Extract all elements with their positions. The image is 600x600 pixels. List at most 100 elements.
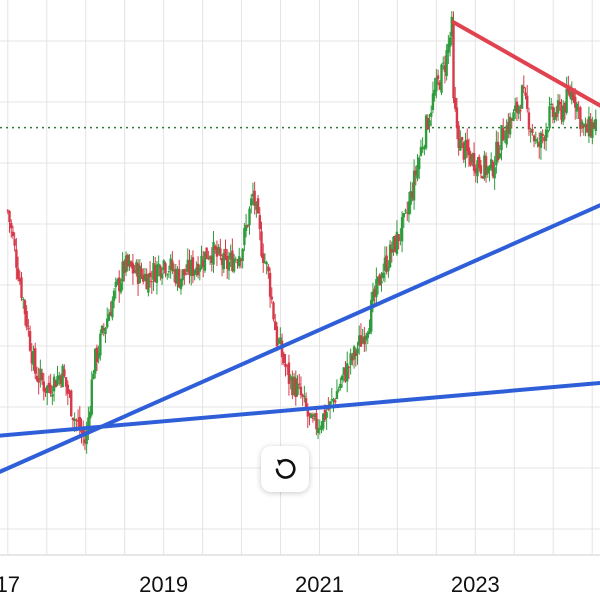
candle-body <box>351 355 354 361</box>
candle-body <box>337 389 340 391</box>
candle-body <box>481 176 484 179</box>
candle-body <box>47 382 51 388</box>
candle-body <box>466 139 469 152</box>
candle-body <box>224 248 227 258</box>
candle-body <box>589 118 592 137</box>
candle-body <box>298 383 301 385</box>
candle-body <box>135 262 138 274</box>
candle-body <box>121 261 124 282</box>
candle-body <box>196 263 200 276</box>
candle-body <box>130 261 133 267</box>
candle-body <box>484 156 488 175</box>
candle-body <box>383 257 387 271</box>
candle-body <box>582 124 585 128</box>
candle-body <box>244 224 248 231</box>
candle-body <box>157 263 160 268</box>
candle-body <box>188 260 191 276</box>
candle-body <box>387 266 390 272</box>
candle-body <box>289 376 292 381</box>
reset-chart-button[interactable] <box>261 446 309 492</box>
candle-body <box>256 198 260 214</box>
candle-body <box>349 353 352 365</box>
candle-body <box>541 133 544 136</box>
candle-body <box>347 366 351 368</box>
candle-body <box>570 89 573 101</box>
candle-body <box>568 91 572 97</box>
candle-body <box>246 225 249 227</box>
candle-body <box>8 211 11 223</box>
candle-body <box>577 107 580 110</box>
candle-body <box>39 368 42 380</box>
candle-body <box>169 258 172 270</box>
candle-body <box>88 411 92 419</box>
candle-body <box>126 254 129 267</box>
candle-body <box>510 118 513 121</box>
candle-body <box>320 425 323 430</box>
candle-body <box>469 153 472 166</box>
candle-body <box>13 239 16 246</box>
candle-body <box>311 418 315 420</box>
candle-body <box>279 337 282 344</box>
candle-body <box>359 335 363 347</box>
candle-body <box>562 106 565 122</box>
candle-body <box>207 258 210 260</box>
candle-body <box>83 439 87 444</box>
candle-body <box>231 250 234 271</box>
candle-body <box>195 267 198 274</box>
candle-body <box>524 92 527 96</box>
candle-body <box>502 127 505 141</box>
candle-body <box>364 335 368 341</box>
candle-body <box>352 346 356 360</box>
candle-body <box>409 190 412 205</box>
candle-body <box>503 141 507 143</box>
candle-body <box>114 282 117 288</box>
candle-body <box>327 408 330 410</box>
candle-body <box>205 247 208 259</box>
candle-body <box>594 119 597 132</box>
candle-body <box>315 413 318 430</box>
candle-body <box>385 255 388 272</box>
candle-body <box>131 263 135 274</box>
candle-body <box>85 430 88 445</box>
candle-body <box>318 427 321 429</box>
candle-body <box>412 170 416 201</box>
candle-body <box>75 419 78 421</box>
candle-body <box>243 227 246 246</box>
candle-body <box>323 409 327 420</box>
x-tick-label: 2019 <box>139 572 188 597</box>
candle-body <box>527 112 531 130</box>
candle-body <box>220 258 224 266</box>
candle-body <box>392 236 395 251</box>
candle-body <box>388 244 392 268</box>
candle-body <box>107 313 111 321</box>
candle-body <box>143 273 147 281</box>
candle-body <box>140 268 143 276</box>
candle-body <box>28 331 32 351</box>
candle-body <box>457 125 460 148</box>
candle-body <box>241 248 244 262</box>
candle-body <box>35 375 39 381</box>
candle-body <box>54 380 57 388</box>
candle-body <box>210 255 213 264</box>
x-tick-label: 17 <box>0 572 20 597</box>
candle-body <box>176 268 179 283</box>
candle-body <box>490 159 493 169</box>
candle-body <box>111 300 114 318</box>
candle-body <box>574 96 577 108</box>
candle-body <box>376 276 380 284</box>
candle-body <box>526 95 529 109</box>
candle-body <box>436 75 440 79</box>
candle-body <box>152 262 155 280</box>
candle-body <box>287 362 291 384</box>
candle-body <box>154 264 157 282</box>
candle-body <box>112 290 116 301</box>
candle-body <box>16 268 20 279</box>
candle-body <box>159 265 162 277</box>
candle-body <box>579 107 582 129</box>
candle-body <box>274 321 277 331</box>
candle-body <box>301 394 304 397</box>
candle-body <box>40 372 44 381</box>
candle-body <box>580 121 584 126</box>
